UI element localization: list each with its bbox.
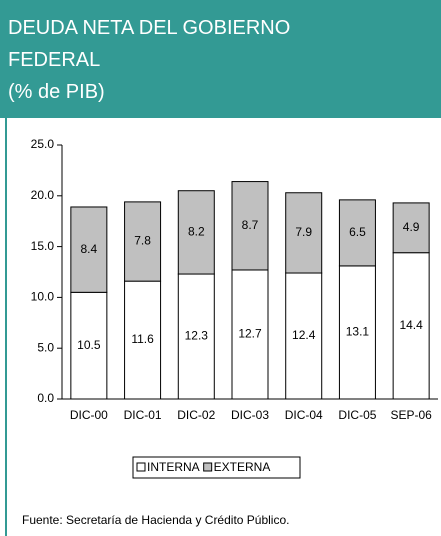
left-border: [5, 118, 7, 536]
x-tick-label: DIC-01: [124, 408, 162, 422]
legend-swatch: [136, 462, 146, 472]
bar-segment: [392, 202, 430, 254]
chart-title: DEUDA NETA DEL GOBIERNO FEDERAL: [8, 17, 291, 71]
data-label: 12.3: [185, 329, 209, 343]
data-label: 13.1: [346, 325, 370, 339]
data-label: 7.8: [134, 234, 151, 248]
data-label: 4.9: [403, 220, 420, 234]
legend-label: EXTERNA: [214, 460, 271, 474]
bar-segment: [285, 192, 323, 274]
y-tick-label: 0.0: [37, 391, 54, 405]
data-label: 14.4: [399, 318, 423, 332]
x-tick-label: DIC-02: [177, 408, 215, 422]
data-label: 8.2: [188, 225, 205, 239]
x-tick-label: DIC-03: [231, 408, 269, 422]
bar-segment: [338, 265, 376, 400]
chart-subtitle: (% de PIB): [8, 81, 105, 103]
bar-segment: [231, 181, 269, 271]
bar-segment: [231, 269, 269, 400]
data-label: 8.4: [81, 242, 98, 256]
bar-segment: [392, 252, 430, 400]
data-label: 6.5: [349, 225, 366, 239]
data-label: 12.7: [238, 327, 262, 341]
x-tick-label: SEP-06: [390, 408, 432, 422]
y-tick-label: 25.0: [31, 137, 55, 151]
data-label: 12.4: [292, 328, 316, 342]
bar-segment: [338, 199, 376, 267]
bar-segment: [124, 201, 162, 282]
data-label: 10.5: [77, 338, 101, 352]
legend-box: [132, 456, 301, 479]
source-note: Fuente: Secretaría de Hacienda y Crédito…: [22, 513, 289, 527]
bar-segment: [177, 190, 215, 275]
x-tick-label: DIC-00: [70, 408, 108, 422]
bar-segment: [124, 280, 162, 400]
x-tick-label: DIC-05: [338, 408, 376, 422]
y-tick-label: 10.0: [31, 290, 55, 304]
y-tick-label: 20.0: [31, 188, 55, 202]
x-tick-label: DIC-04: [285, 408, 323, 422]
legend-swatch: [203, 462, 213, 472]
data-label: 11.6: [131, 332, 154, 346]
bar-segment: [70, 206, 108, 293]
legend-label: INTERNA: [147, 460, 200, 474]
header: DEUDA NETA DEL GOBIERNO FEDERAL (% de PI…: [0, 0, 441, 118]
y-tick-label: 5.0: [37, 340, 54, 354]
data-label: 8.7: [242, 218, 259, 232]
bar-segment: [177, 273, 215, 400]
data-label: 7.9: [295, 225, 312, 239]
y-tick-label: 15.0: [31, 239, 55, 253]
